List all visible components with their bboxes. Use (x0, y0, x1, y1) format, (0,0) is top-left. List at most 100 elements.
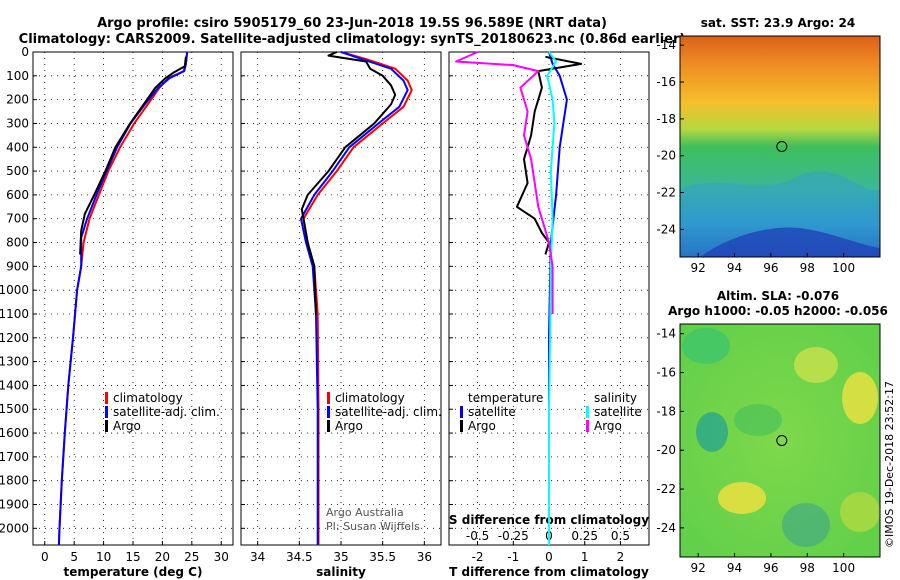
y-tick-label: 400 (6, 140, 29, 154)
sla-map-axes: 92 94 96 98 100 -14 -16 -18 -20 -22 -24 (656, 323, 881, 575)
series-line-climatology (57, 51, 189, 546)
legend-label-argo: Argo (335, 419, 363, 433)
legend-label-climatology: climatology (335, 391, 405, 405)
y-tick-label: 500 (6, 164, 29, 178)
y-tick-label: 1300 (0, 355, 29, 369)
x-tick-label: 5 (70, 550, 78, 564)
y-tick-label: 2000 (0, 521, 29, 535)
map-y-tick-label: -16 (656, 75, 676, 89)
y-tick-label: 200 (6, 93, 29, 107)
x-axis-label: T difference from climatology (449, 565, 649, 579)
legend-swatch-sal-argo (586, 420, 589, 432)
legend-swatch-satellite (327, 406, 330, 418)
y-tick-label: 1200 (0, 331, 29, 345)
map-y-tick-label: -20 (656, 149, 676, 163)
legend-label-climatology: climatology (113, 391, 183, 405)
map2-title2: Argo h1000: -0.05 h2000: -0.056 (668, 304, 888, 318)
difference-panel: -2 -1 0 1 2S difference from climatology-0.5… (448, 51, 650, 579)
legend-swatch-argo (327, 420, 330, 432)
sla-blob (782, 503, 830, 547)
x-tick-label: 15 (125, 550, 140, 564)
x-tick-label: 30 (214, 550, 229, 564)
legend-swatch-temp-argo (460, 420, 463, 432)
map-y-tick-label: -18 (656, 404, 676, 418)
y-tick-label: 1700 (0, 450, 29, 464)
map-y-tick-label: -18 (656, 112, 676, 126)
y-tick-label: 1400 (0, 378, 29, 392)
map-y-tick-label: -16 (656, 366, 676, 380)
map-x-tick-label: 94 (727, 561, 742, 575)
y-tick-label: 700 (6, 212, 29, 226)
legend-label-temp-satellite: satellite (468, 405, 516, 419)
sla-map (680, 324, 880, 557)
y-tick-label: 600 (6, 188, 29, 202)
x-axis-label: temperature (deg C) (64, 565, 203, 579)
x-tick-label: 1 (581, 550, 589, 564)
difference-legend: temperature satellite Argo salinity sate… (460, 391, 642, 433)
sla-blob (718, 482, 766, 514)
x-tick-label: 2 (617, 550, 625, 564)
y-tick-label: 1000 (0, 283, 29, 297)
map-x-tick-label: 96 (763, 261, 778, 275)
map-y-tick-label: -22 (656, 186, 676, 200)
y-tick-label: 1500 (0, 402, 29, 416)
legend-label-argo: Argo (113, 419, 141, 433)
y-tick-label: 800 (6, 236, 29, 250)
sla-blob (734, 404, 782, 436)
x-axis-label: salinity (316, 565, 366, 579)
x-tick-label: 0 (41, 550, 49, 564)
map-y-tick-label: -14 (656, 38, 676, 52)
sst-map (680, 36, 880, 257)
map-frame (679, 35, 881, 258)
x-tick-label: 35.5 (369, 550, 396, 564)
x-tick-label: -1 (507, 550, 519, 564)
y-tick-label: 1600 (0, 426, 29, 440)
sla-blob (682, 328, 730, 364)
legend-label-satellite: satellite-adj. clim. (335, 405, 442, 419)
x-tick-label: 0 (545, 550, 553, 564)
salinity-legend: climatology satellite-adj. clim. Argo (327, 391, 442, 433)
map2-title1: Altim. SLA: -0.076 (717, 289, 839, 303)
y-tick-label: 300 (6, 116, 29, 130)
argo-float-marker (776, 141, 788, 152)
map-y-tick-label: -22 (656, 482, 676, 496)
legend-swatch-argo (105, 420, 108, 432)
series-line-salinity-argo (455, 51, 554, 314)
y-tick-label: 1900 (0, 498, 29, 512)
map-y-tick-label: -24 (656, 521, 676, 535)
sla-blob (840, 492, 880, 532)
map-y-tick-label: -20 (656, 443, 676, 457)
legend-label-satellite: satellite-adj. clim. (113, 405, 220, 419)
x-tick-label: 36 (417, 550, 432, 564)
legend-label-temp-argo: Argo (468, 419, 496, 433)
x-tick-label: 20 (155, 550, 170, 564)
sst-map-cold-patch (700, 227, 880, 257)
credits-line2: PI: Susan Wijffels (326, 520, 420, 533)
map-y-tick-label: -24 (656, 222, 676, 236)
y-tick-label: 1100 (0, 307, 29, 321)
map-x-tick-label: 98 (800, 261, 815, 275)
legend-swatch-temp-satellite (460, 406, 463, 418)
legend-swatch-satellite (105, 406, 108, 418)
y-tick-label: 0 (21, 45, 29, 59)
legend-swatch-climatology (327, 392, 330, 404)
series-line-argo (79, 56, 187, 255)
series-line-salinity-satellite (546, 51, 558, 545)
map1-title: sat. SST: 23.9 Argo: 24 (701, 16, 855, 30)
x-tick-label: -2 (472, 550, 484, 564)
x-tick-label: 25 (184, 550, 199, 564)
map-x-tick-label: 98 (800, 561, 815, 575)
legend-heading-temperature: temperature (468, 391, 543, 405)
y-tick-label: 900 (6, 259, 29, 273)
legend-label-sal-satellite: satellite (594, 405, 642, 419)
map-x-tick-label: 94 (727, 261, 742, 275)
series-line-satellite-adj-clim- (57, 51, 189, 546)
series-line-satellite-adj-clim- (300, 51, 409, 545)
x-tick-label: 34.5 (286, 550, 313, 564)
map-x-tick-label: 100 (832, 261, 855, 275)
legend-swatch-climatology (105, 392, 108, 404)
x2-tick-label: 0.5 (611, 529, 630, 543)
legend-heading-salinity: salinity (594, 391, 637, 405)
sla-blob (842, 372, 878, 424)
